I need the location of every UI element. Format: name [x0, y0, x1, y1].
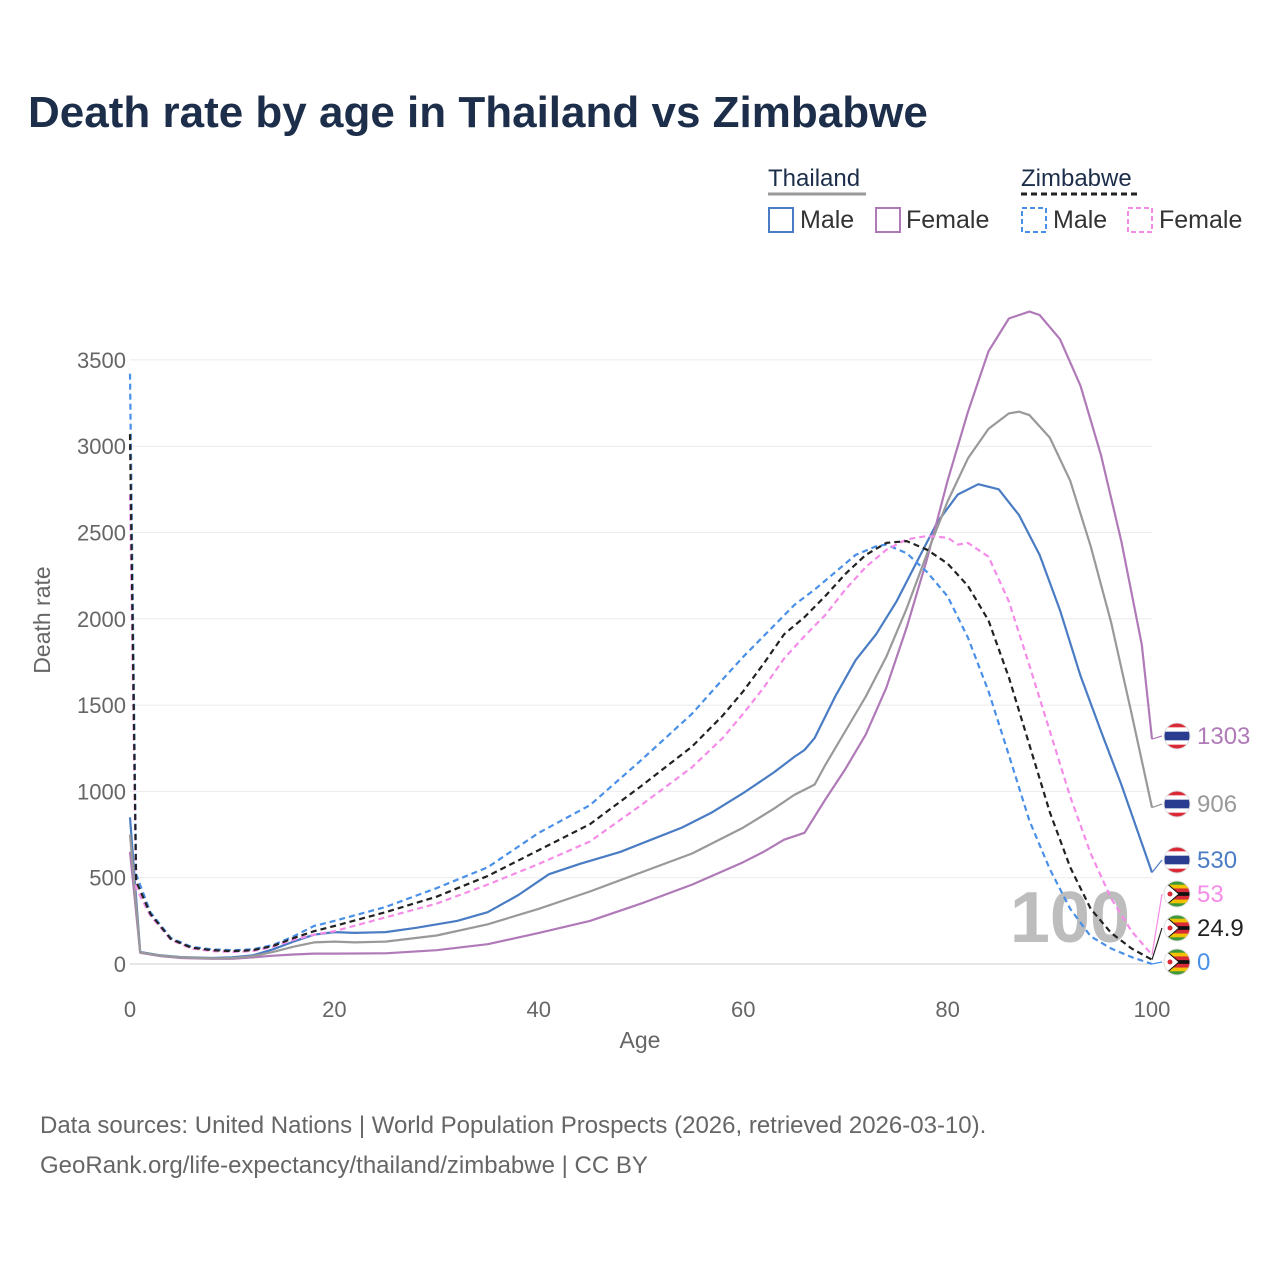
x-axis-ticks: 0 20 40 60 80 100 — [124, 997, 1170, 1022]
end-connector — [1151, 893, 1163, 955]
y-axis-title: Death rate — [29, 566, 55, 673]
x-tick-label: 40 — [527, 997, 551, 1022]
source-line-1: Data sources: United Nations | World Pop… — [40, 1112, 987, 1139]
y-axis-ticks: 0 500 1000 1500 2000 2500 3000 3500 — [77, 348, 126, 977]
x-tick-label: 20 — [322, 997, 346, 1022]
series-line-thailand_total[interactable] — [128, 410, 1154, 960]
thailand-flag-icon — [1163, 846, 1191, 874]
source-note: Data sources: United Nations | World Pop… — [40, 1106, 986, 1186]
end-connector — [1151, 735, 1163, 740]
age-watermark: 100 — [1010, 878, 1130, 958]
legend-thailand-male-swatch[interactable] — [768, 207, 794, 233]
end-label-thailand_male: 530 — [1197, 847, 1237, 874]
series-line-thailand_male[interactable] — [128, 483, 1154, 960]
end-label-zimbabwe_total: 24.9 — [1197, 915, 1244, 942]
end-labels: 1303 906 530 53 24.9 0 — [1151, 722, 1250, 976]
legend: Thailand Zimbabwe Male Female Male Femal… — [768, 165, 1242, 234]
x-tick-label: 80 — [935, 997, 959, 1022]
zimbabwe-flag-icon — [1163, 880, 1191, 908]
y-tick-label: 0 — [114, 952, 126, 977]
series-line-zimbabwe_male[interactable] — [128, 373, 1153, 966]
y-tick-label: 3500 — [77, 348, 126, 373]
end-connector — [1151, 803, 1163, 809]
legend-thailand-female-label[interactable]: Female — [906, 206, 989, 234]
x-tick-label: 0 — [124, 997, 136, 1022]
series-line-zimbabwe_female[interactable] — [128, 494, 1153, 956]
legend-zimbabwe-male-swatch[interactable] — [1021, 207, 1047, 233]
thailand-flag-icon — [1163, 722, 1191, 750]
y-tick-label: 2500 — [77, 521, 126, 546]
end-label-thailand_total: 906 — [1197, 791, 1237, 818]
zimbabwe-flag-icon — [1163, 914, 1191, 942]
thailand-flag-icon — [1163, 790, 1191, 818]
series-lines — [128, 310, 1154, 966]
series-line-zimbabwe_total[interactable] — [128, 434, 1153, 961]
chart-title: Death rate by age in Thailand vs Zimbabw… — [28, 88, 928, 137]
y-tick-label: 3000 — [77, 434, 126, 459]
end-label-zimbabwe_female: 53 — [1197, 881, 1224, 908]
end-connector — [1151, 859, 1163, 873]
zimbabwe-flag-icon — [1163, 948, 1191, 976]
x-axis-title: Age — [620, 1027, 661, 1053]
y-tick-label: 1000 — [77, 779, 126, 804]
legend-group-thailand: Thailand — [768, 165, 860, 192]
legend-zimbabwe-male-label[interactable]: Male — [1053, 206, 1107, 234]
source-line-2[interactable]: GeoRank.org/life-expectancy/thailand/zim… — [40, 1152, 648, 1179]
x-tick-label: 100 — [1134, 997, 1171, 1022]
series-line-thailand_female[interactable] — [128, 310, 1154, 960]
y-tick-label: 1500 — [77, 693, 126, 718]
x-tick-label: 60 — [731, 997, 755, 1022]
legend-zimbabwe-female-label[interactable]: Female — [1159, 206, 1242, 234]
legend-group-zimbabwe: Zimbabwe — [1021, 165, 1132, 192]
grid-lines — [130, 359, 1152, 965]
end-label-zimbabwe_male: 0 — [1197, 949, 1210, 976]
legend-thailand-male-label[interactable]: Male — [800, 206, 854, 234]
y-tick-label: 500 — [89, 866, 126, 891]
end-label-thailand_female: 1303 — [1197, 723, 1250, 750]
legend-thailand-female-swatch[interactable] — [875, 207, 901, 233]
end-connector — [1151, 927, 1163, 960]
legend-zimbabwe-female-swatch[interactable] — [1127, 207, 1153, 233]
y-tick-label: 2000 — [77, 607, 126, 632]
end-connector — [1151, 961, 1163, 965]
